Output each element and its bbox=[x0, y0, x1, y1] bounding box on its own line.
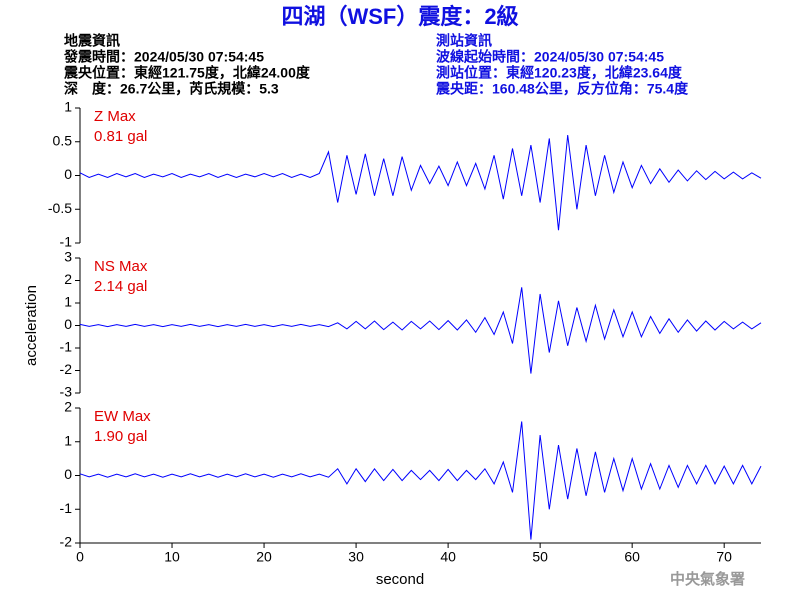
max-annotation: 0.81 gal bbox=[94, 128, 147, 145]
x-axis-label: second bbox=[376, 571, 424, 588]
y-tick-label: -0.5 bbox=[48, 200, 72, 216]
max-annotation: NS Max bbox=[94, 258, 148, 275]
info-left: 發震時間：2024/05/30 07:54:45 bbox=[63, 49, 264, 65]
info-left: 地震資訊 bbox=[64, 33, 120, 49]
y-tick-label: -1 bbox=[60, 234, 73, 250]
y-tick-label: 2 bbox=[64, 399, 72, 415]
y-tick-label: -1 bbox=[60, 339, 73, 355]
y-tick-label: -2 bbox=[60, 361, 73, 377]
max-annotation: EW Max bbox=[94, 408, 151, 425]
y-tick-label: -3 bbox=[60, 384, 73, 400]
max-annotation: Z Max bbox=[94, 108, 136, 125]
y-tick-label: 2 bbox=[64, 271, 72, 287]
info-left: 深 度：26.7公里，芮氏規模：5.3 bbox=[64, 81, 279, 97]
source: 中央氣象署 bbox=[670, 570, 745, 588]
y-tick-label: -2 bbox=[60, 534, 73, 550]
waveform bbox=[79, 421, 762, 540]
x-tick-label: 10 bbox=[164, 549, 180, 565]
info-right: 震央距：160.48公里，反方位角：75.4度 bbox=[435, 81, 689, 97]
x-tick-label: 40 bbox=[440, 549, 456, 565]
y-tick-label: -1 bbox=[60, 500, 73, 516]
x-tick-label: 30 bbox=[348, 549, 364, 565]
max-annotation: 1.90 gal bbox=[94, 428, 147, 445]
info-right: 測站位置：東經120.23度，北緯23.64度 bbox=[436, 65, 683, 81]
y-tick-label: 0 bbox=[64, 466, 72, 482]
y-tick-label: 1 bbox=[64, 432, 72, 448]
y-tick-label: 1 bbox=[64, 294, 72, 310]
y-axis-label: acceleration bbox=[23, 285, 40, 366]
y-tick-label: 0.5 bbox=[53, 132, 73, 148]
x-tick-label: 60 bbox=[624, 549, 640, 565]
y-tick-label: 0 bbox=[64, 316, 72, 332]
y-tick-label: 3 bbox=[64, 249, 72, 265]
max-annotation: 2.14 gal bbox=[94, 278, 147, 295]
waveform bbox=[79, 287, 762, 374]
chart-title: 四湖（WSF）震度：2級 bbox=[281, 4, 518, 29]
x-tick-label: 70 bbox=[716, 549, 732, 565]
waveform bbox=[79, 134, 762, 231]
y-tick-label: 1 bbox=[64, 99, 72, 115]
x-tick-label: 50 bbox=[532, 549, 548, 565]
y-tick-label: 0 bbox=[64, 166, 72, 182]
info-right: 波線起始時間：2024/05/30 07:54:45 bbox=[436, 49, 664, 65]
info-left: 震央位置：東經121.75度，北緯24.00度 bbox=[63, 65, 311, 81]
x-tick-label: 0 bbox=[76, 549, 84, 565]
info-right: 測站資訊 bbox=[436, 33, 492, 49]
x-tick-label: 20 bbox=[256, 549, 272, 565]
